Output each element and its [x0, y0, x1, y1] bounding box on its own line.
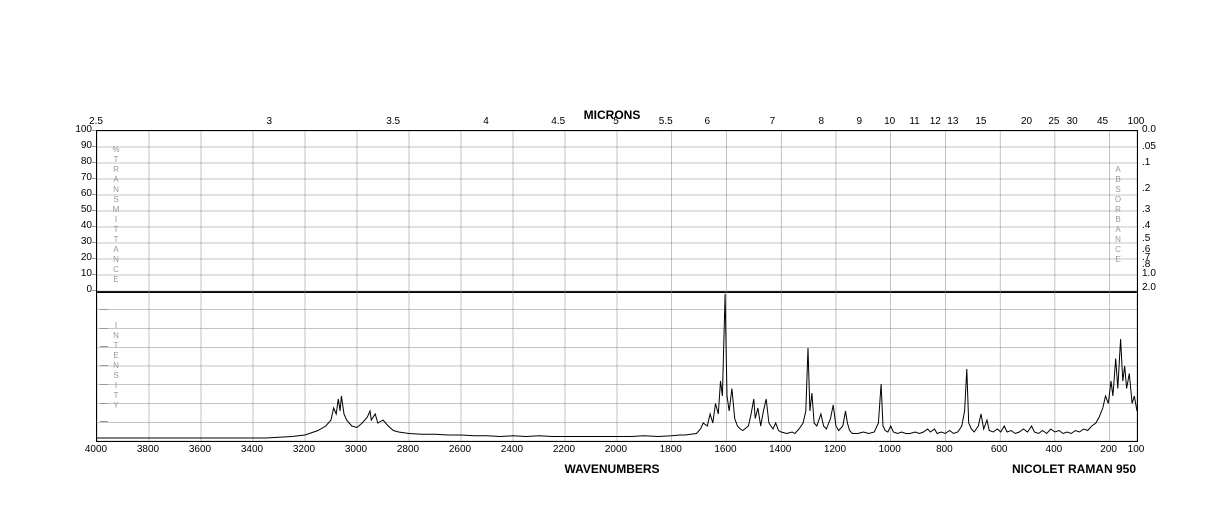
absorbance-vertical-label: ABSORBANCE	[1113, 165, 1123, 265]
top-tick-label: 4.5	[543, 116, 573, 127]
intensity-tick-mark	[100, 403, 108, 404]
left-tick-label: 40	[62, 220, 92, 231]
right-tick-label: 2.0	[1142, 282, 1172, 293]
top-tick-label: 20	[1012, 116, 1042, 127]
top-tick-label: 8	[806, 116, 836, 127]
left-tick-label: 90	[62, 140, 92, 151]
left-tick-label: 70	[62, 172, 92, 183]
bottom-tick-label: 2400	[492, 444, 532, 455]
bottom-tick-label: 1400	[760, 444, 800, 455]
top-tick-label: 9	[844, 116, 874, 127]
bottom-tick-label: 3400	[232, 444, 272, 455]
intensity-tick-mark	[100, 421, 108, 422]
right-tick-label: .4	[1142, 220, 1172, 231]
bottom-tick-label: 3800	[128, 444, 168, 455]
right-tick-label: .3	[1142, 204, 1172, 215]
top-tick-label: 4	[471, 116, 501, 127]
top-tick-label: 2.5	[81, 116, 111, 127]
right-tick-label: 1.0	[1142, 268, 1172, 279]
top-tick-label: 3	[254, 116, 284, 127]
bottom-tick-label: 1600	[705, 444, 745, 455]
right-tick-label: .2	[1142, 183, 1172, 194]
transmittance-panel: %TRANSMITTANCE ABSORBANCE	[97, 131, 1137, 291]
top-tick-label: 100	[1121, 116, 1151, 127]
bottom-tick-label: 400	[1034, 444, 1074, 455]
bottom-tick-label: 100	[1116, 444, 1156, 455]
bottom-tick-label: 1200	[815, 444, 855, 455]
right-tick-label: .5	[1142, 233, 1172, 244]
spectrum-page: MICRONS WAVENUMBERS NICOLET RAMAN 950 %T…	[0, 0, 1224, 528]
top-tick-label: 3.5	[378, 116, 408, 127]
intensity-tick-mark	[100, 384, 108, 385]
top-tick-label: 30	[1057, 116, 1087, 127]
top-tick-label: 7	[757, 116, 787, 127]
transmittance-vertical-label: %TRANSMITTANCE	[111, 145, 121, 285]
right-tick-label: .05	[1142, 141, 1172, 152]
bottom-tick-label: 2000	[596, 444, 636, 455]
left-tick-label: 20	[62, 252, 92, 263]
intensity-panel: INTENSITY	[97, 291, 1137, 441]
bottom-tick-label: 3200	[284, 444, 324, 455]
chart-area: %TRANSMITTANCE ABSORBANCE INTENSITY	[96, 130, 1138, 442]
bottom-tick-label: 2200	[544, 444, 584, 455]
top-tick-label: 13	[938, 116, 968, 127]
top-tick-label: 15	[966, 116, 996, 127]
instrument-label: NICOLET RAMAN 950	[1012, 462, 1136, 476]
bottom-tick-label: 800	[924, 444, 964, 455]
left-tick-label: 10	[62, 268, 92, 279]
bottom-tick-label: 3600	[180, 444, 220, 455]
top-tick-label: 5	[601, 116, 631, 127]
intensity-tick-mark	[100, 309, 108, 310]
right-tick-label: .1	[1142, 157, 1172, 168]
spectrum-svg	[97, 291, 1137, 441]
intensity-tick-mark	[100, 346, 108, 347]
left-tick-label: 0	[62, 284, 92, 295]
top-tick-label: 6	[692, 116, 722, 127]
left-tick-label: 60	[62, 188, 92, 199]
left-tick-label: 80	[62, 156, 92, 167]
top-tick-label: 5.5	[651, 116, 681, 127]
bottom-tick-label: 1800	[651, 444, 691, 455]
bottom-tick-label: 4000	[76, 444, 116, 455]
top-grid-svg	[97, 131, 1137, 291]
intensity-tick-mark	[100, 328, 108, 329]
bottom-tick-label: 2800	[388, 444, 428, 455]
left-tick-label: 50	[62, 204, 92, 215]
top-tick-label: 45	[1088, 116, 1118, 127]
bottom-tick-label: 2600	[440, 444, 480, 455]
bottom-tick-label: 3000	[336, 444, 376, 455]
bottom-tick-label: 1000	[870, 444, 910, 455]
left-tick-label: 30	[62, 236, 92, 247]
intensity-tick-mark	[100, 365, 108, 366]
intensity-vertical-label: INTENSITY	[111, 321, 121, 411]
bottom-tick-label: 600	[979, 444, 1019, 455]
